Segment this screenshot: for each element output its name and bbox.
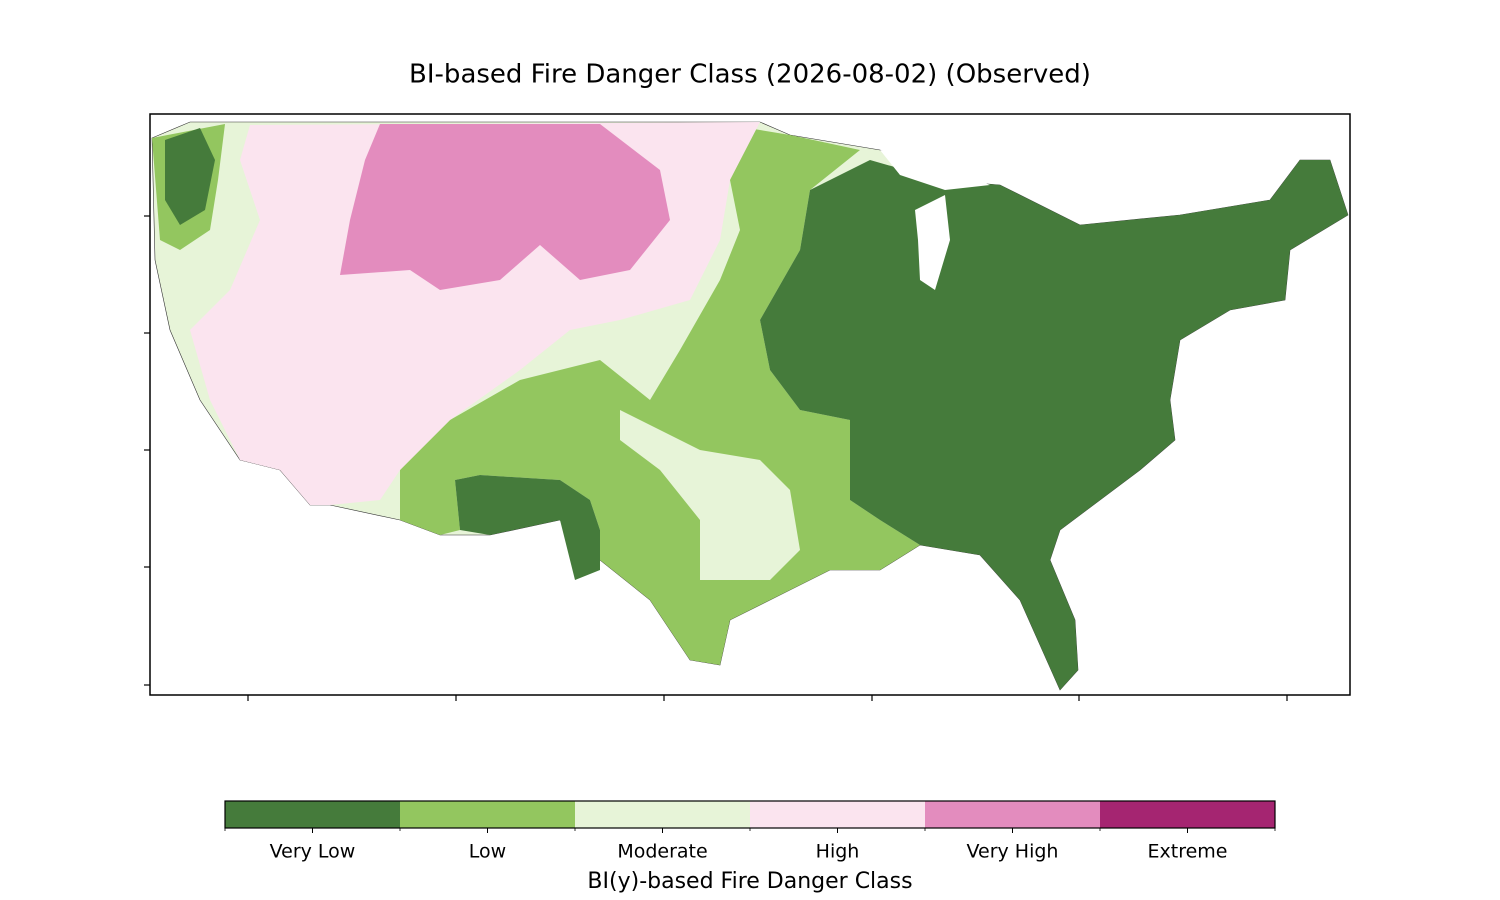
colorbar-segment: [225, 801, 400, 828]
colorbar-segment: [1100, 801, 1275, 828]
region-very-low: [455, 475, 600, 580]
region-very-low: [760, 160, 1348, 690]
colorbar-segment: [750, 801, 925, 828]
colorbar-tick-label: Extreme: [1148, 841, 1228, 863]
colorbar-tick-label: Low: [469, 841, 506, 863]
lake: [880, 150, 990, 190]
colorbar-segment: [575, 801, 750, 828]
colorbar-tick-label: Moderate: [617, 841, 707, 863]
colorbar-label: BI(y)-based Fire Danger Class: [587, 869, 912, 894]
region-moderate: [620, 410, 800, 580]
region-very-high: [340, 124, 670, 290]
colorbar: Very Low Low Moderate High Very High Extreme: [224, 800, 1276, 863]
colorbar-frame: [224, 800, 1276, 829]
lake: [915, 195, 950, 290]
map: [144, 113, 1351, 701]
colorbar-tick-label: High: [816, 841, 860, 863]
colorbar-tick-label: Very High: [967, 841, 1059, 863]
map-title: BI-based Fire Danger Class (2026-08-02) …: [409, 60, 1091, 90]
colorbar-segment: [400, 801, 575, 828]
map-frame: [149, 113, 1351, 696]
colorbar-tick-label: Very Low: [270, 841, 356, 863]
axis-ticks: [144, 215, 1288, 701]
region-very-low: [165, 128, 215, 225]
colorbar-segment: [925, 801, 1100, 828]
